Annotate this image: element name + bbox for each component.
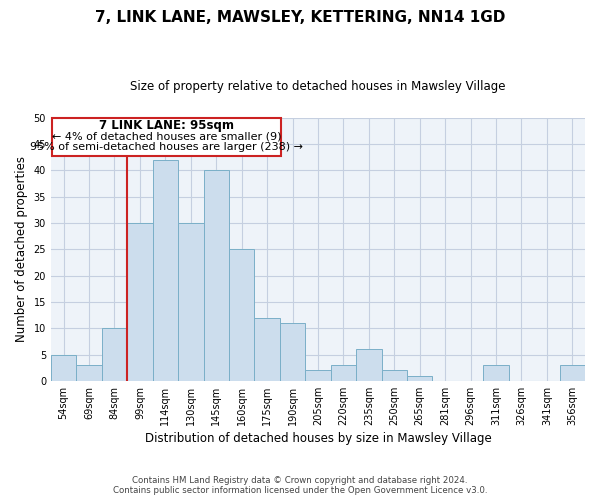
- Text: ← 4% of detached houses are smaller (9): ← 4% of detached houses are smaller (9): [52, 131, 281, 141]
- Bar: [52, 118, 281, 156]
- Title: Size of property relative to detached houses in Mawsley Village: Size of property relative to detached ho…: [130, 80, 506, 93]
- Bar: [254, 318, 280, 381]
- Bar: [407, 376, 433, 381]
- Bar: [152, 160, 178, 381]
- Bar: [331, 365, 356, 381]
- Bar: [127, 223, 152, 381]
- Bar: [483, 365, 509, 381]
- Y-axis label: Number of detached properties: Number of detached properties: [15, 156, 28, 342]
- Bar: [382, 370, 407, 381]
- Bar: [102, 328, 127, 381]
- Text: Contains HM Land Registry data © Crown copyright and database right 2024.
Contai: Contains HM Land Registry data © Crown c…: [113, 476, 487, 495]
- X-axis label: Distribution of detached houses by size in Mawsley Village: Distribution of detached houses by size …: [145, 432, 491, 445]
- Bar: [76, 365, 102, 381]
- Text: 7, LINK LANE, MAWSLEY, KETTERING, NN14 1GD: 7, LINK LANE, MAWSLEY, KETTERING, NN14 1…: [95, 10, 505, 25]
- Bar: [305, 370, 331, 381]
- Bar: [178, 223, 203, 381]
- Bar: [51, 354, 76, 381]
- Bar: [203, 170, 229, 381]
- Text: 95% of semi-detached houses are larger (238) →: 95% of semi-detached houses are larger (…: [30, 142, 303, 152]
- Text: 7 LINK LANE: 95sqm: 7 LINK LANE: 95sqm: [99, 118, 234, 132]
- Bar: [356, 350, 382, 381]
- Bar: [560, 365, 585, 381]
- Bar: [280, 323, 305, 381]
- Bar: [229, 250, 254, 381]
